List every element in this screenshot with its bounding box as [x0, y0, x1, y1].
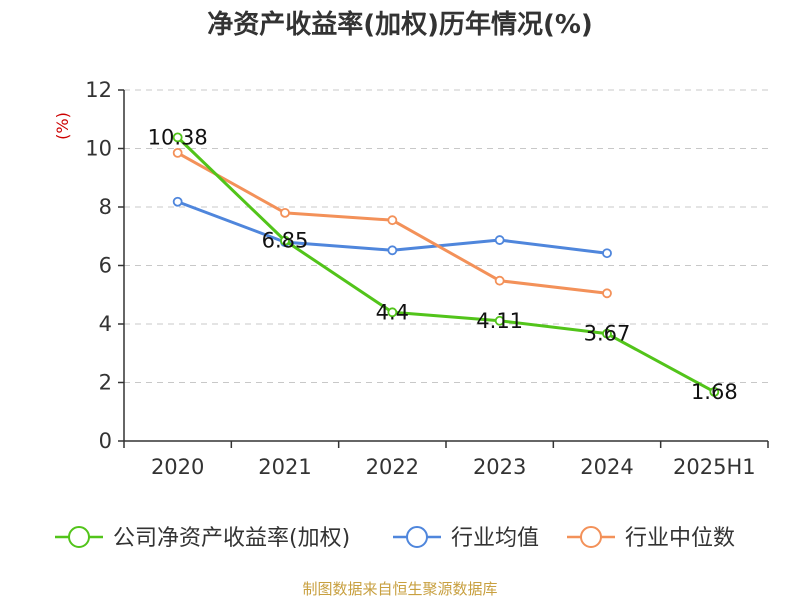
legend: 公司净资产收益率(加权) 行业均值 行业中位数	[55, 526, 735, 551]
data-point	[494, 275, 505, 286]
series-lines	[172, 132, 720, 397]
data-point	[172, 196, 183, 207]
y-tick-label: 8	[99, 195, 112, 219]
data-point	[387, 215, 398, 226]
data-point	[494, 235, 505, 245]
data-labels: 10.38 6.85 4.4 4.11 3.67 1.68	[148, 125, 738, 403]
x-tick-label: 2022	[366, 455, 419, 479]
data-point	[387, 307, 398, 318]
data-point	[280, 235, 290, 246]
legend-label: 行业均值	[451, 526, 539, 551]
x-tick-label: 2023	[473, 455, 526, 479]
data-point	[280, 207, 290, 218]
y-axis-label: (%)	[53, 112, 72, 140]
axes	[118, 89, 769, 448]
data-point	[602, 328, 612, 339]
chart-title: 净资产收益率(加权)历年情况(%)	[207, 9, 593, 40]
legend-label: 行业中位数	[625, 526, 735, 551]
data-point	[602, 248, 612, 259]
legend-label: 公司净资产收益率(加权)	[113, 526, 350, 551]
legend-marker	[580, 526, 602, 548]
x-tick-label: 2020	[151, 455, 204, 479]
y-tick-label: 6	[99, 254, 112, 278]
x-tick-label: 2025H1	[673, 455, 756, 479]
data-point	[172, 132, 183, 143]
data-label: 1.68	[691, 380, 738, 404]
x-tick-label: 2024	[580, 455, 633, 479]
data-label: 4.11	[476, 309, 523, 333]
data-point	[709, 386, 720, 397]
y-tick-label: 12	[85, 78, 112, 102]
y-tick-label: 10	[85, 137, 112, 161]
data-label: 4.4	[376, 300, 409, 324]
series-line	[176, 136, 716, 394]
legend-marker	[68, 526, 90, 548]
source-note: 制图数据来自恒生聚源数据库	[302, 580, 497, 598]
data-label: 6.85	[262, 229, 309, 253]
data-point	[387, 245, 398, 256]
tick-labels: 0 2 4 6 8 10 12 2020 2021 2022 2023 2024 2025H1	[85, 78, 755, 479]
data-point	[172, 147, 183, 158]
y-tick-label: 4	[99, 312, 112, 336]
grid-lines	[124, 89, 768, 383]
data-point	[602, 288, 612, 299]
x-tick-label: 2021	[258, 455, 311, 479]
data-label: 10.38	[148, 125, 208, 149]
data-point	[494, 315, 505, 326]
legend-marker	[406, 526, 428, 548]
data-label: 3.67	[584, 322, 631, 346]
y-tick-label: 0	[99, 429, 112, 453]
y-tick-label: 2	[99, 371, 112, 395]
